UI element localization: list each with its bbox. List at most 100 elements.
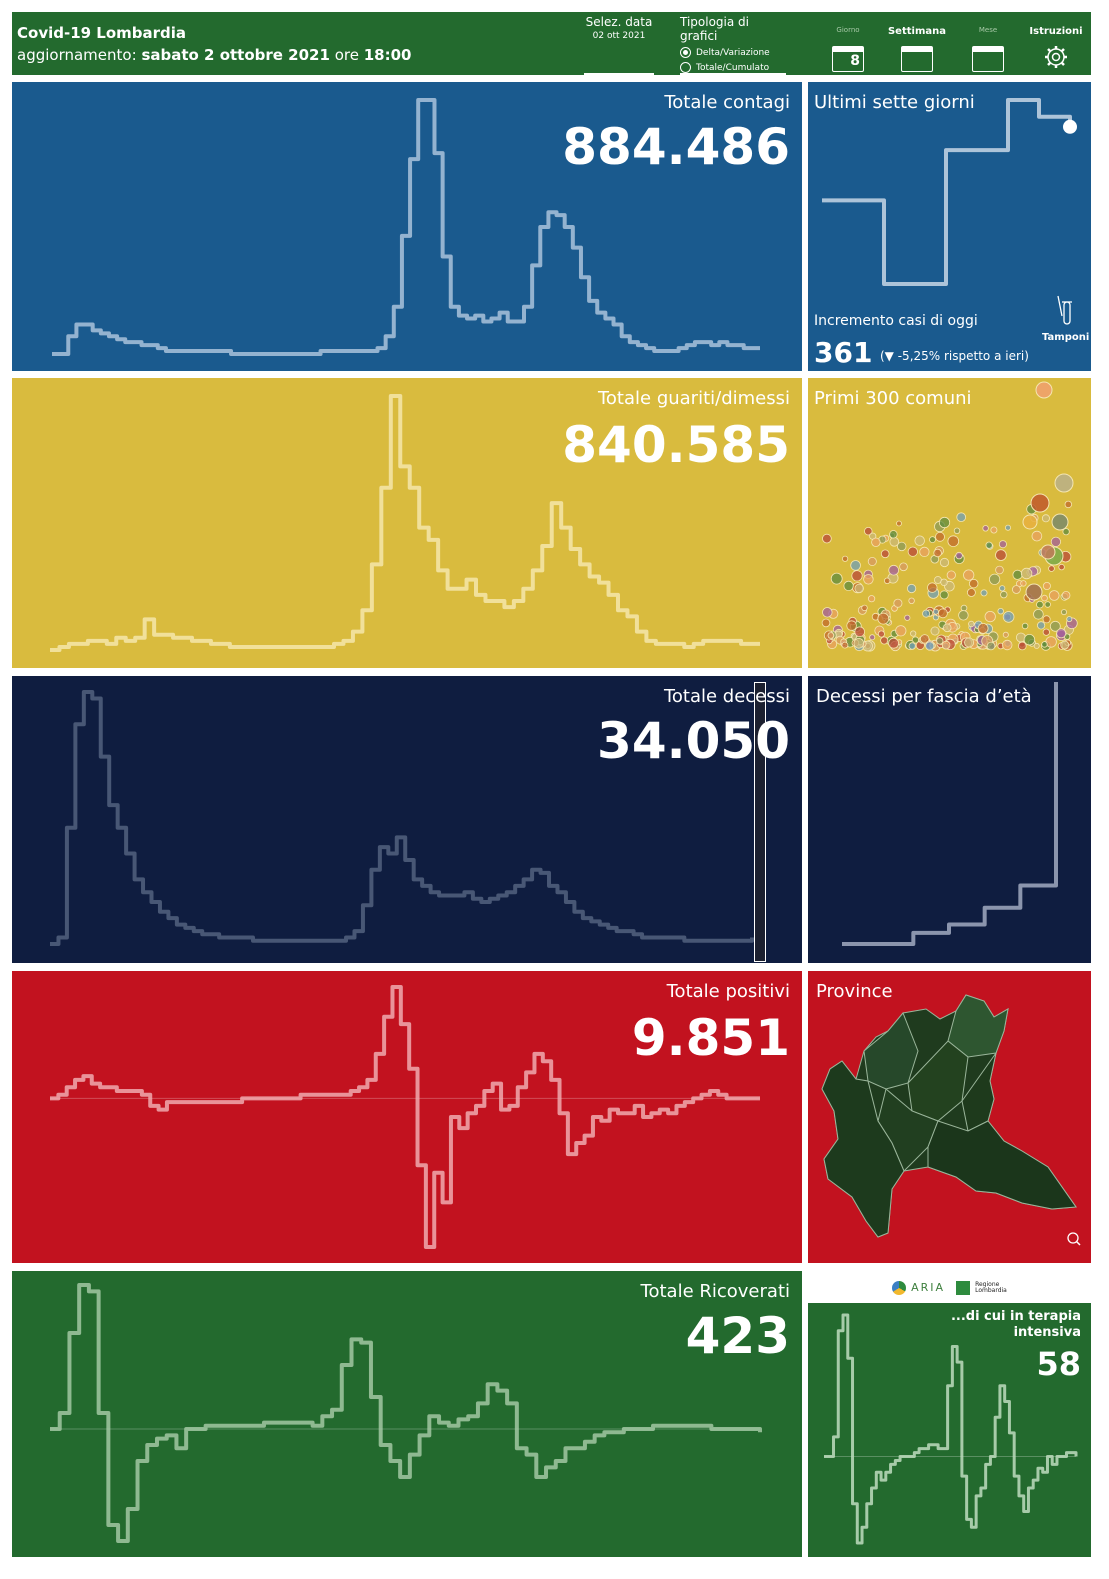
period-mese-button[interactable]: Mese: [970, 26, 1006, 72]
comune-bubble: [1044, 601, 1051, 608]
comune-bubble: [883, 577, 891, 584]
update-date: sabato 2 ottobre 2021: [141, 46, 330, 64]
update-label: aggiornamento:: [17, 46, 137, 64]
panel-positivi: Totale positivi 9.851: [12, 971, 802, 1263]
positivi-series-line: [50, 985, 760, 1249]
aria-logo: ARIA: [892, 1277, 945, 1296]
comune-bubble: [1066, 616, 1073, 623]
comune-bubble: [1042, 628, 1050, 636]
comune-bubble: [953, 527, 961, 534]
comune-bubble: [941, 640, 951, 650]
instructions-button[interactable]: Istruzioni: [1026, 26, 1086, 72]
comuni-bubble-chart: [821, 381, 1078, 652]
fascia-series-line: [842, 682, 1058, 946]
comune-bubble: [933, 548, 942, 558]
comune-bubble: [1012, 569, 1023, 580]
radio-selected-icon: [680, 47, 691, 58]
regione-logo: Regione Lombardia: [956, 1277, 1017, 1296]
comune-bubble: [908, 597, 915, 604]
header-bar: Covid-19 Lombardia aggiornamento: sabato…: [12, 12, 1091, 75]
period-giorno-button[interactable]: Giorno 8: [832, 26, 864, 72]
comune-bubble: [1033, 642, 1040, 649]
calendar-month-icon: [972, 46, 1004, 72]
comune-bubble: [1031, 530, 1043, 542]
lombardia-map[interactable]: [808, 971, 1091, 1263]
comune-bubble: [1036, 600, 1044, 609]
chart-type-option-delta[interactable]: Delta/Variazione: [680, 47, 786, 58]
comune-bubble: [1000, 590, 1008, 599]
chart-type-selector: Tipologia di grafici Delta/Variazione To…: [680, 15, 786, 75]
period-mese-label: Mese: [978, 26, 998, 34]
comune-bubble: [936, 637, 944, 645]
increment-value: 361: [814, 336, 873, 369]
increment-change: (▼ -5,25% rispetto a ieri): [880, 349, 1029, 363]
zoom-icon[interactable]: [1066, 1231, 1082, 1247]
chart-type-option-totale[interactable]: Totale/Cumulato: [680, 62, 786, 73]
comune-bubble: [1041, 514, 1050, 523]
decessi-title: Totale decessi: [663, 686, 790, 707]
comune-bubble: [1041, 594, 1048, 602]
contagi-series-line: [52, 98, 760, 356]
comune-bubble: [1018, 641, 1027, 651]
panel-sette-giorni: Ultimi sette giorni Incremento casi di o…: [808, 82, 1091, 371]
comune-bubble-large: [1025, 583, 1043, 601]
regione-logo-icon: [956, 1280, 970, 1295]
comune-bubble: [938, 516, 951, 529]
comune-bubble: [821, 618, 831, 628]
comune-bubble: [937, 608, 948, 619]
comune-bubble: [1004, 524, 1011, 531]
panel-fascia: Decessi per fascia d’età: [808, 676, 1091, 963]
comune-bubble: [990, 526, 998, 534]
sette_giorni-series-line: [822, 98, 1072, 286]
comune-bubble: [822, 533, 832, 544]
guariti-title: Totale guariti/dimessi: [597, 388, 790, 409]
comune-bubble: [930, 626, 940, 636]
date-cursor[interactable]: [754, 682, 766, 962]
sette_giorni-last-point: [1063, 119, 1077, 134]
chart-type-label: Tipologia di grafici: [680, 15, 749, 43]
comune-bubble: [995, 549, 1007, 561]
comune-bubble: [968, 578, 979, 589]
calendar-day-icon: 8: [832, 46, 864, 72]
comune-bubble: [1021, 622, 1029, 630]
test-tube-icon: [1057, 295, 1072, 325]
comune-bubble: [841, 641, 849, 649]
comune-bubble: [877, 630, 885, 638]
comune-bubble: [907, 583, 917, 594]
comune-bubble: [846, 620, 857, 631]
comune-bubble: [982, 525, 989, 532]
comune-bubble: [893, 598, 903, 608]
aria-logo-icon: [892, 1280, 906, 1295]
date-selector-label: Selez. data: [585, 15, 653, 29]
comune-bubble: [1064, 500, 1072, 509]
comune-bubble: [908, 642, 916, 650]
comune-bubble: [1020, 567, 1033, 580]
comune-bubble: [919, 546, 930, 557]
tamponi-label[interactable]: Tamponi: [1042, 332, 1090, 343]
comune-bubble: [827, 632, 835, 639]
comune-bubble: [960, 604, 968, 612]
comune-bubble-large: [1051, 513, 1069, 531]
comune-bubble: [1050, 536, 1061, 547]
terapia-series-line: [824, 1313, 1078, 1545]
comune-bubble: [896, 541, 907, 552]
period-settimana-button[interactable]: Settimana: [884, 26, 950, 72]
comune-bubble: [1061, 591, 1071, 600]
contagi-title: Totale contagi: [664, 92, 790, 113]
contagi-chart: [52, 98, 760, 356]
comune-bubble: [1002, 631, 1009, 638]
comune-bubble: [956, 512, 967, 523]
comune-bubble-large: [1035, 381, 1053, 399]
comune-bubble-large: [1022, 514, 1038, 530]
decessi-chart: [50, 690, 754, 946]
comune-bubble: [880, 549, 890, 559]
increment-label: Incremento casi di oggi: [814, 313, 978, 329]
comune-bubble: [1037, 621, 1046, 630]
radio-empty-icon: [680, 62, 691, 73]
period-giorno-label: Giorno: [836, 26, 860, 34]
comune-bubble: [1042, 581, 1051, 590]
decessi-value: 34.050: [597, 712, 790, 770]
date-selector[interactable]: Selez. data 02 ott 2021: [584, 15, 654, 75]
sette-giorni-chart: [822, 98, 1077, 286]
comune-bubble: [940, 578, 948, 586]
